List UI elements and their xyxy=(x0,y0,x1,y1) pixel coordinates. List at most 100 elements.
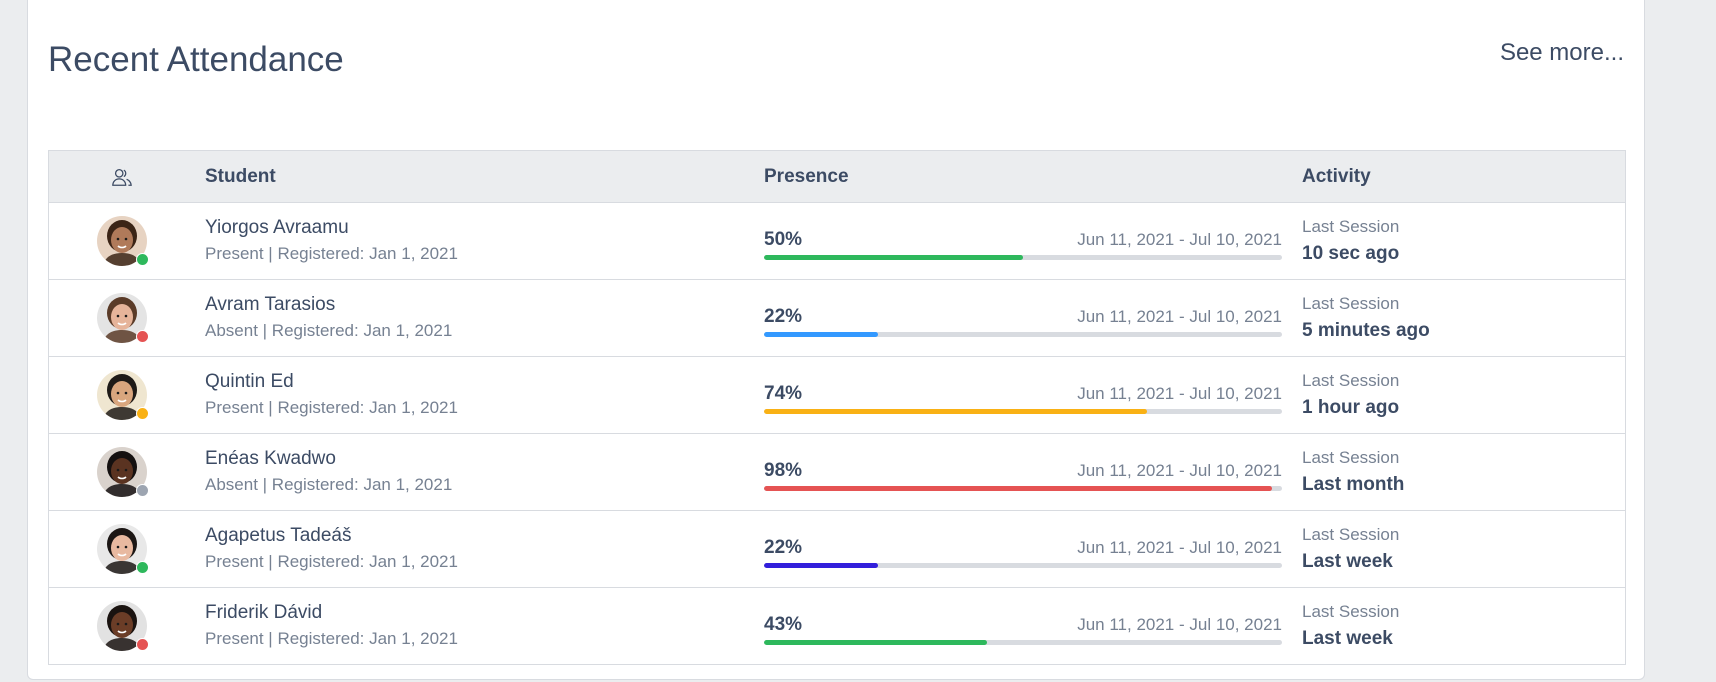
presence-date-range: Jun 11, 2021 - Jul 10, 2021 xyxy=(1077,383,1282,403)
presence-progress-track xyxy=(764,254,1282,260)
table-row[interactable]: Agapetus Tadeáš Present | Registered: Ja… xyxy=(49,510,1625,587)
table-row[interactable]: Yiorgos Avraamu Present | Registered: Ja… xyxy=(49,202,1625,279)
presence-progress-track xyxy=(764,331,1282,337)
presence-date-range: Jun 11, 2021 - Jul 10, 2021 xyxy=(1077,460,1282,480)
student-name[interactable]: Quintin Ed xyxy=(205,371,294,392)
activity-value: 10 sec ago xyxy=(1302,243,1400,264)
activity-label: Last Session xyxy=(1302,602,1400,621)
activity-value: Last month xyxy=(1302,474,1405,495)
student-name[interactable]: Enéas Kwadwo xyxy=(205,448,336,469)
student-name[interactable]: Yiorgos Avraamu xyxy=(205,217,349,238)
presence-progress-bar xyxy=(764,485,1272,491)
header-presence[interactable]: Presence xyxy=(764,165,849,187)
avatar-cell xyxy=(49,216,195,266)
card-title: Recent Attendance xyxy=(48,40,344,79)
presence-progress-bar xyxy=(764,331,878,337)
student-status: Present | Registered: Jan 1, 2021 xyxy=(205,244,458,263)
presence-percent: 98% xyxy=(764,459,803,481)
table-row[interactable]: Enéas Kwadwo Absent | Registered: Jan 1,… xyxy=(49,433,1625,510)
activity-cell: Last Session Last week xyxy=(1302,522,1625,576)
activity-value: Last week xyxy=(1302,628,1393,649)
presence-percent: 22% xyxy=(764,536,803,558)
status-indicator xyxy=(136,253,149,266)
avatar[interactable] xyxy=(97,216,149,266)
header-student[interactable]: Student xyxy=(205,165,276,187)
activity-value: 1 hour ago xyxy=(1302,397,1400,418)
presence-date-range: Jun 11, 2021 - Jul 10, 2021 xyxy=(1077,614,1282,634)
status-indicator xyxy=(136,561,149,574)
presence-cell: 98% Jun 11, 2021 - Jul 10, 2021 xyxy=(754,454,1302,491)
activity-label: Last Session xyxy=(1302,525,1400,544)
table-row[interactable]: Friderik Dávid Present | Registered: Jan… xyxy=(49,587,1625,664)
table-row[interactable]: Quintin Ed Present | Registered: Jan 1, … xyxy=(49,356,1625,433)
avatar[interactable] xyxy=(97,524,149,574)
student-name[interactable]: Friderik Dávid xyxy=(205,602,323,623)
presence-percent: 74% xyxy=(764,382,803,404)
avatar-cell xyxy=(49,601,195,651)
presence-progress-bar xyxy=(764,562,878,568)
avatar-cell xyxy=(49,524,195,574)
activity-value: 5 minutes ago xyxy=(1302,320,1430,341)
student-status: Present | Registered: Jan 1, 2021 xyxy=(205,398,458,417)
presence-progress-track xyxy=(764,562,1282,568)
presence-cell: 50% Jun 11, 2021 - Jul 10, 2021 xyxy=(754,223,1302,260)
people-icon xyxy=(111,166,133,188)
student-cell: Enéas Kwadwo Absent | Registered: Jan 1,… xyxy=(195,446,754,498)
avatar-cell xyxy=(49,370,195,420)
student-status: Present | Registered: Jan 1, 2021 xyxy=(205,629,458,648)
status-indicator xyxy=(136,330,149,343)
presence-progress-track xyxy=(764,485,1282,491)
student-status: Present | Registered: Jan 1, 2021 xyxy=(205,552,458,571)
presence-progress-track xyxy=(764,408,1282,414)
student-cell: Friderik Dávid Present | Registered: Jan… xyxy=(195,600,754,652)
presence-cell: 22% Jun 11, 2021 - Jul 10, 2021 xyxy=(754,300,1302,337)
status-indicator xyxy=(136,484,149,497)
avatar-cell xyxy=(49,293,195,343)
attendance-table: Student Presence Activity xyxy=(48,150,1626,665)
activity-label: Last Session xyxy=(1302,217,1400,236)
avatar[interactable] xyxy=(97,601,149,651)
table-header-row: Student Presence Activity xyxy=(49,151,1625,202)
presence-progress-bar xyxy=(764,408,1148,414)
student-name[interactable]: Avram Tarasios xyxy=(205,294,336,315)
activity-cell: Last Session Last week xyxy=(1302,599,1625,653)
presence-date-range: Jun 11, 2021 - Jul 10, 2021 xyxy=(1077,229,1282,249)
avatar-cell xyxy=(49,447,195,497)
activity-value: Last week xyxy=(1302,551,1393,572)
student-status: Absent | Registered: Jan 1, 2021 xyxy=(205,475,453,494)
presence-percent: 50% xyxy=(764,228,803,250)
header-activity[interactable]: Activity xyxy=(1302,165,1371,187)
presence-progress-track xyxy=(764,639,1282,645)
student-cell: Avram Tarasios Absent | Registered: Jan … xyxy=(195,292,754,344)
status-indicator xyxy=(136,407,149,420)
presence-cell: 74% Jun 11, 2021 - Jul 10, 2021 xyxy=(754,377,1302,414)
avatar[interactable] xyxy=(97,293,149,343)
student-cell: Quintin Ed Present | Registered: Jan 1, … xyxy=(195,369,754,421)
activity-cell: Last Session 5 minutes ago xyxy=(1302,291,1625,345)
activity-cell: Last Session 10 sec ago xyxy=(1302,214,1625,268)
table-body: Yiorgos Avraamu Present | Registered: Ja… xyxy=(49,202,1625,664)
header-icon-cell xyxy=(49,166,195,188)
avatar[interactable] xyxy=(97,370,149,420)
see-more-link[interactable]: See more... xyxy=(1499,39,1624,66)
presence-date-range: Jun 11, 2021 - Jul 10, 2021 xyxy=(1077,537,1282,557)
student-cell: Yiorgos Avraamu Present | Registered: Ja… xyxy=(195,215,754,267)
table-row[interactable]: Avram Tarasios Absent | Registered: Jan … xyxy=(49,279,1625,356)
student-status: Absent | Registered: Jan 1, 2021 xyxy=(205,321,453,340)
presence-progress-bar xyxy=(764,639,987,645)
activity-label: Last Session xyxy=(1302,371,1400,390)
avatar[interactable] xyxy=(97,447,149,497)
presence-cell: 22% Jun 11, 2021 - Jul 10, 2021 xyxy=(754,531,1302,568)
activity-label: Last Session xyxy=(1302,448,1400,467)
status-indicator xyxy=(136,638,149,651)
presence-date-range: Jun 11, 2021 - Jul 10, 2021 xyxy=(1077,306,1282,326)
presence-percent: 22% xyxy=(764,305,803,327)
presence-cell: 43% Jun 11, 2021 - Jul 10, 2021 xyxy=(754,608,1302,645)
presence-progress-bar xyxy=(764,254,1023,260)
presence-percent: 43% xyxy=(764,613,803,635)
student-cell: Agapetus Tadeáš Present | Registered: Ja… xyxy=(195,523,754,575)
activity-cell: Last Session 1 hour ago xyxy=(1302,368,1625,422)
attendance-card: Recent Attendance See more... Student Pr… xyxy=(27,0,1645,680)
activity-cell: Last Session Last month xyxy=(1302,445,1625,499)
student-name[interactable]: Agapetus Tadeáš xyxy=(205,525,352,546)
